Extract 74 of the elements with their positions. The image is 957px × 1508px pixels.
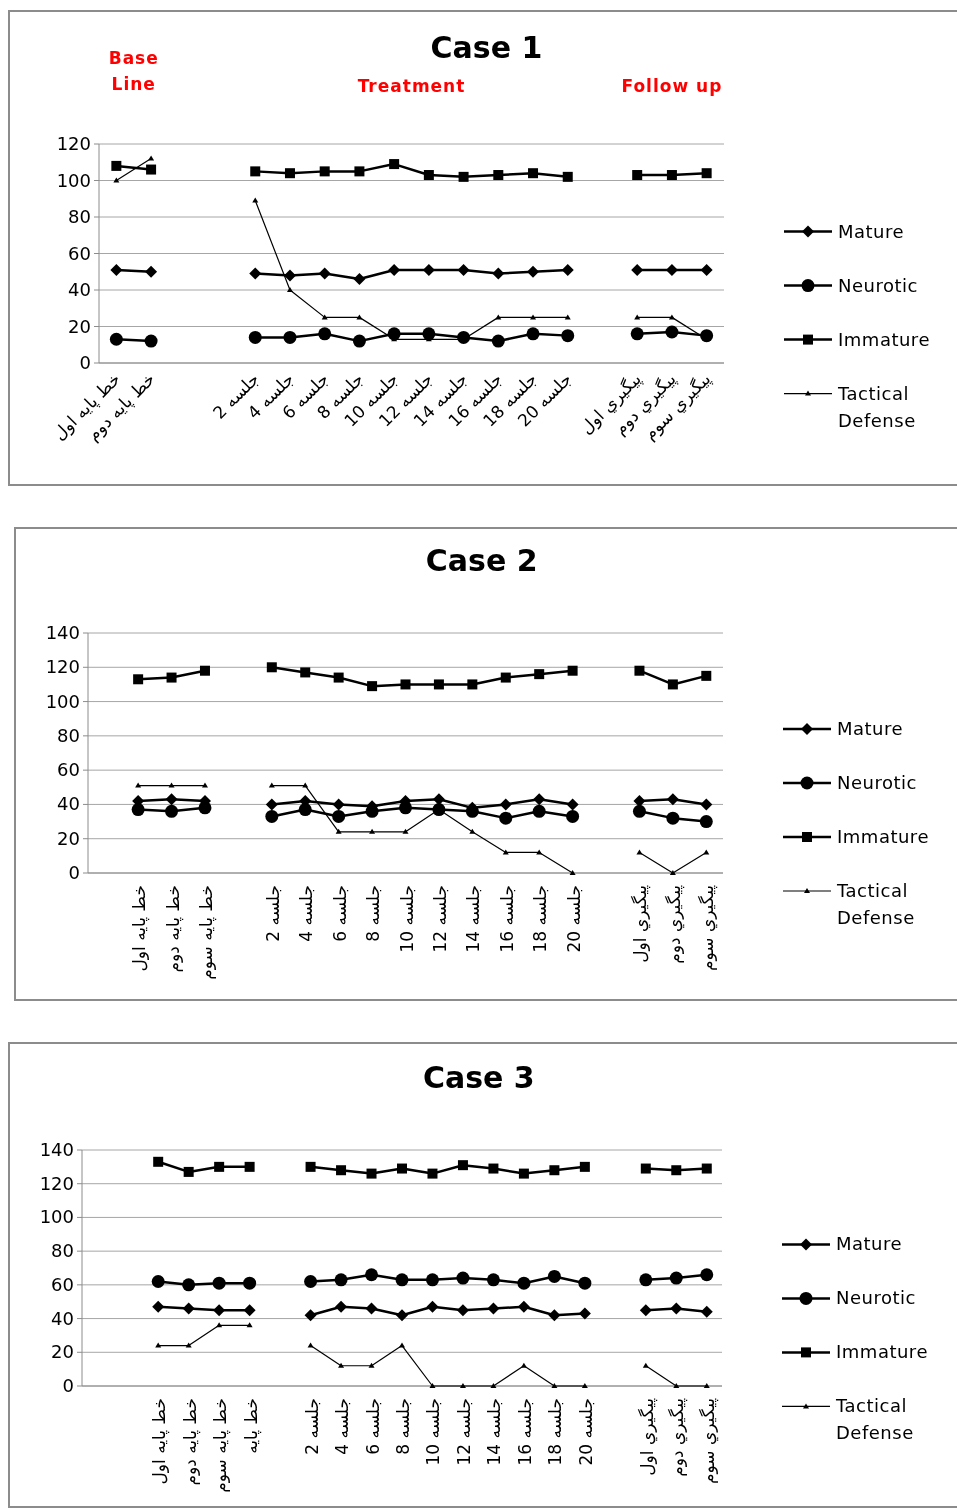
y-tick-label: 80 [51, 1240, 74, 1262]
x-tick-label: جلسه 18 [530, 885, 551, 953]
x-tick-label: جلسه 8 [363, 885, 384, 942]
y-tick-label: 120 [45, 656, 80, 678]
x-tick-label: پیگیري دوم [667, 1397, 689, 1477]
y-tick-label: 0 [79, 352, 91, 373]
y-tick-label: 140 [39, 1139, 74, 1160]
x-tick-label: جلسه 2 [301, 1398, 322, 1455]
legend-label: Tactical Defense [835, 1395, 914, 1444]
x-tick-label: جلسه 20 [575, 1398, 596, 1466]
x-tick-label: جلسه 18 [545, 1398, 566, 1466]
x-tick-label: جلسه 10 [423, 1398, 444, 1466]
x-tick-label: جلسه 8 [393, 1398, 413, 1455]
x-tick-label: خط پایه [240, 1398, 262, 1454]
legend-label: Tactical Defense [836, 880, 915, 928]
y-tick-label: 80 [68, 206, 91, 227]
x-tick-label: خط پایه سوم [195, 885, 217, 980]
legend-label: Mature [836, 1233, 903, 1255]
y-tick-label: 20 [68, 315, 91, 337]
legend-label: Neurotic [836, 1287, 916, 1309]
x-tick-label: پیگیري سوم [697, 884, 719, 972]
y-tick-label: 60 [68, 242, 91, 264]
x-tick-label: جلسه 4 [296, 885, 317, 942]
x-tick-label: جلسه 4 [332, 1398, 353, 1455]
y-tick-label: 100 [39, 1206, 74, 1228]
x-tick-label: خط پایه اول [149, 1398, 171, 1485]
chart-title: Case 1 [430, 30, 543, 65]
x-tick-label: خط پایه دوم [162, 885, 184, 973]
legend-label: Immature [838, 328, 930, 350]
x-tick-label: خط پایه دوم [179, 1398, 201, 1486]
y-tick-label: 100 [45, 690, 80, 712]
x-tick-label: جلسه 12 [429, 885, 450, 953]
x-tick-label: جلسه 16 [496, 885, 517, 953]
y-tick-label: 40 [68, 279, 91, 300]
legend-label: Tactical Defense [837, 382, 916, 431]
x-tick-label: پیگیري اول [636, 1397, 658, 1476]
chart-title: Case 3 [422, 1060, 535, 1095]
y-tick-label: 60 [51, 1273, 74, 1295]
x-tick-label: پیگیري سوم [697, 1397, 719, 1485]
legend-label: Immature [837, 826, 929, 847]
y-tick-label: 40 [51, 1307, 74, 1329]
x-tick-label: جلسه 10 [396, 885, 417, 953]
y-tick-label: 0 [62, 1375, 74, 1396]
x-tick-label: جلسه 2 [262, 885, 283, 942]
y-tick-label: 100 [56, 169, 91, 191]
y-tick-label: 40 [57, 793, 80, 815]
legend-label: Immature [836, 1341, 928, 1363]
x-tick-label: جلسه 14 [484, 1398, 505, 1466]
legend-label: Neurotic [838, 274, 918, 296]
legend-label: Neurotic [837, 772, 917, 793]
y-tick-label: 120 [39, 1172, 74, 1194]
y-tick-label: 20 [51, 1341, 74, 1363]
x-tick-label: جلسه 6 [362, 1398, 383, 1455]
x-tick-label: پیگیري دوم [663, 884, 685, 964]
y-tick-label: 0 [68, 862, 80, 883]
x-tick-label: جلسه 6 [329, 885, 350, 942]
y-tick-label: 60 [57, 759, 80, 781]
x-tick-label: جلسه 20 [563, 885, 584, 953]
chart-title: Case 2 [425, 543, 538, 578]
text: Base Line [108, 48, 159, 94]
y-tick-label: 80 [57, 724, 80, 746]
x-tick-label: جلسه 14 [463, 885, 484, 953]
text: Follow up [621, 76, 723, 96]
x-tick-label: خط پایه اول [129, 885, 151, 972]
legend-label: Mature [837, 718, 904, 739]
legend-label: Mature [838, 220, 905, 242]
y-tick-label: 140 [45, 622, 80, 643]
x-tick-label: خط پایه سوم [210, 1398, 232, 1493]
y-tick-label: 20 [57, 827, 80, 849]
x-tick-label: پیگیري اول [630, 884, 652, 963]
x-tick-label: جلسه 12 [453, 1398, 474, 1466]
text: Treatment [357, 76, 466, 96]
x-tick-label: جلسه 16 [514, 1398, 535, 1466]
y-tick-label: 120 [56, 133, 91, 154]
